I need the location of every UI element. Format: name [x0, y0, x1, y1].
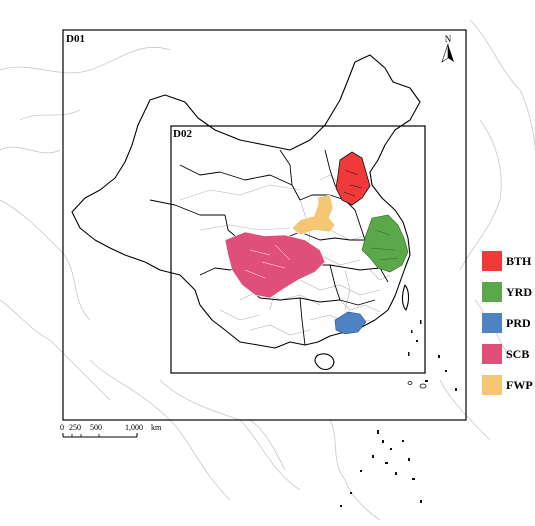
- legend-swatch-scb: [482, 344, 502, 364]
- scale-tick-250: 250: [69, 423, 81, 432]
- domain-d02-frame: [170, 125, 426, 374]
- legend-swatch-prd: [482, 313, 502, 333]
- region-scb-shape: [224, 231, 326, 299]
- legend-swatch-fwp: [482, 375, 502, 395]
- north-arrow-icon: [448, 44, 454, 62]
- scale-tick-500: 500: [90, 423, 102, 432]
- legend: BTH YRD PRD SCB FWP: [482, 251, 533, 395]
- legend-swatch-bth: [482, 251, 502, 271]
- region-scb: [224, 231, 326, 299]
- legend-label-scb: SCB: [506, 347, 529, 361]
- region-bth-shape: [335, 151, 371, 206]
- domain-d01-frame: [62, 29, 467, 421]
- domain-d01-label: D01: [66, 33, 85, 45]
- region-fwp: [291, 194, 336, 236]
- region-yrd-shape: [361, 214, 409, 273]
- region-prd: [334, 311, 367, 335]
- legend-label-prd: PRD: [506, 316, 531, 330]
- region-fwp-shape: [291, 194, 336, 236]
- domain-d02-label: D02: [173, 128, 192, 140]
- island-marks: [340, 320, 457, 507]
- legend-swatch-yrd: [482, 282, 502, 302]
- scale-bar: 0 250 500 1,000 km: [60, 423, 162, 438]
- region-yrd: [361, 214, 409, 273]
- region-prd-shape: [334, 311, 367, 335]
- legend-label-fwp: FWP: [506, 378, 533, 392]
- region-bth: [335, 151, 371, 206]
- scale-tick-0: 0: [60, 423, 64, 432]
- scale-tick-1000: 1,000: [125, 423, 143, 432]
- north-arrow-label: N: [445, 34, 452, 44]
- china-outline: [71, 54, 421, 371]
- scale-unit: km: [151, 423, 162, 432]
- legend-label-yrd: YRD: [506, 285, 532, 299]
- legend-label-bth: BTH: [506, 254, 532, 268]
- north-arrow: N: [441, 34, 454, 63]
